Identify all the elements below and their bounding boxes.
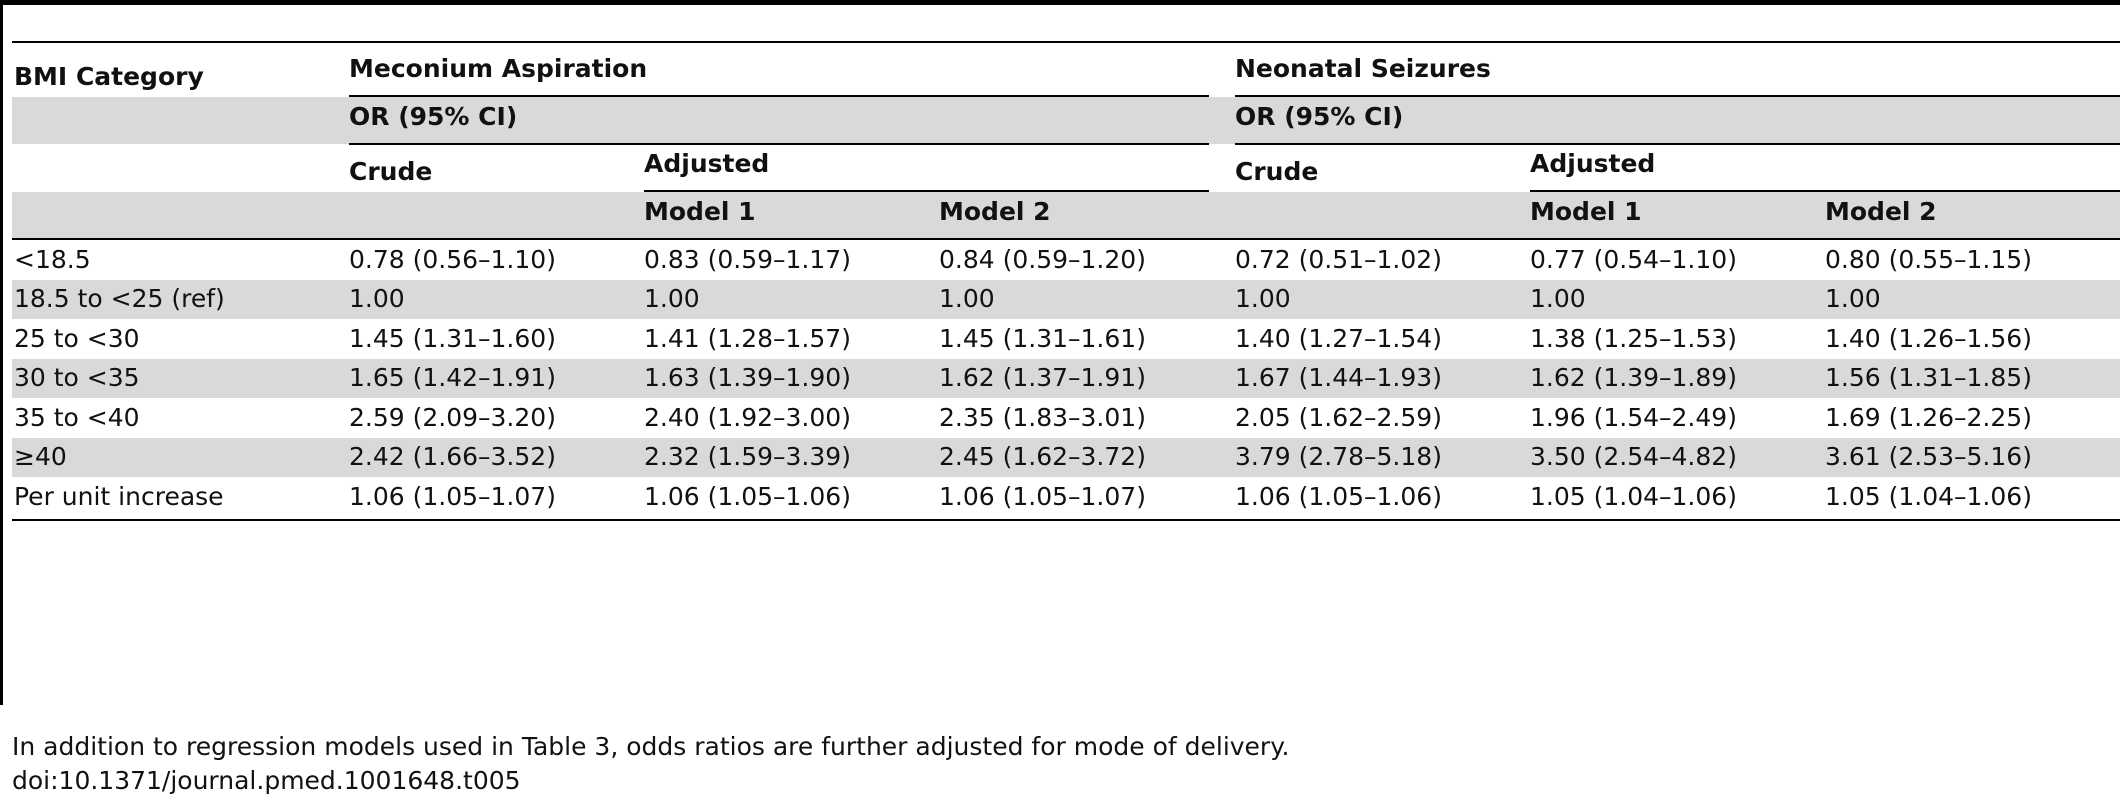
cell-mec-model2: 1.06 (1.05–1.07) — [939, 482, 1146, 511]
cell-seiz-crude: 1.06 (1.05–1.06) — [1235, 482, 1442, 511]
cell-seiz-crude: 1.00 — [1235, 284, 1291, 313]
cell-seiz-crude: 3.79 (2.78–5.18) — [1235, 442, 1442, 471]
row-category: 25 to <30 — [14, 324, 140, 353]
cell-seiz-model2: 0.80 (0.55–1.15) — [1825, 245, 2032, 274]
header-or-ci-2: OR (95% CI) — [1235, 102, 1404, 131]
cell-seiz-model2: 3.61 (2.53–5.16) — [1825, 442, 2032, 471]
row-band-2 — [12, 280, 2120, 319]
top-border — [0, 0, 2120, 5]
cell-mec-crude: 1.45 (1.31–1.60) — [349, 324, 556, 353]
rule-under-group1 — [349, 95, 1209, 97]
table-top-rule — [12, 41, 2120, 43]
cell-seiz-crude: 1.40 (1.27–1.54) — [1235, 324, 1442, 353]
cell-mec-model1: 1.00 — [644, 284, 700, 313]
header-crude-2: Crude — [1235, 157, 1319, 186]
cell-mec-model2: 1.00 — [939, 284, 995, 313]
header-bmi-category: BMI Category — [14, 62, 204, 91]
cell-seiz-model1: 1.62 (1.39–1.89) — [1530, 363, 1737, 392]
cell-seiz-model2: 1.69 (1.26–2.25) — [1825, 403, 2032, 432]
cell-seiz-model1: 0.77 (0.54–1.10) — [1530, 245, 1737, 274]
cell-mec-crude: 1.00 — [349, 284, 405, 313]
header-model2-2: Model 2 — [1825, 197, 1937, 226]
cell-seiz-model2: 1.00 — [1825, 284, 1881, 313]
header-band-or — [12, 97, 2120, 144]
row-category: 35 to <40 — [14, 403, 140, 432]
row-band-4 — [12, 359, 2120, 398]
rule-under-adjusted2 — [1530, 190, 2120, 192]
cell-mec-model2: 1.45 (1.31–1.61) — [939, 324, 1146, 353]
cell-mec-model2: 2.35 (1.83–3.01) — [939, 403, 1146, 432]
cell-mec-model1: 0.83 (0.59–1.17) — [644, 245, 851, 274]
cell-mec-crude: 2.59 (2.09–3.20) — [349, 403, 556, 432]
cell-seiz-model2: 1.40 (1.26–1.56) — [1825, 324, 2032, 353]
cell-mec-model1: 2.40 (1.92–3.00) — [644, 403, 851, 432]
header-neonatal-seizures: Neonatal Seizures — [1235, 54, 1491, 83]
cell-seiz-model1: 1.96 (1.54–2.49) — [1530, 403, 1737, 432]
cell-mec-model2: 0.84 (0.59–1.20) — [939, 245, 1146, 274]
row-category: 30 to <35 — [14, 363, 140, 392]
header-or-ci-1: OR (95% CI) — [349, 102, 518, 131]
header-adjusted-2: Adjusted — [1530, 149, 1656, 178]
row-category: <18.5 — [14, 245, 91, 274]
cell-seiz-model1: 1.00 — [1530, 284, 1586, 313]
left-border — [0, 0, 3, 705]
cell-seiz-model1: 1.38 (1.25–1.53) — [1530, 324, 1737, 353]
header-model1-2: Model 1 — [1530, 197, 1642, 226]
header-meconium-aspiration: Meconium Aspiration — [349, 54, 648, 83]
cell-seiz-crude: 2.05 (1.62–2.59) — [1235, 403, 1442, 432]
rule-under-or1 — [349, 143, 1209, 145]
header-model2-1: Model 2 — [939, 197, 1051, 226]
cell-seiz-crude: 0.72 (0.51–1.02) — [1235, 245, 1442, 274]
header-model1-1: Model 1 — [644, 197, 756, 226]
row-band-6 — [12, 438, 2120, 477]
cell-seiz-model1: 3.50 (2.54–4.82) — [1530, 442, 1737, 471]
row-category: Per unit increase — [14, 482, 224, 511]
cell-mec-crude: 1.06 (1.05–1.07) — [349, 482, 556, 511]
header-bottom-rule — [12, 238, 2120, 240]
header-band-models — [12, 192, 2120, 239]
table-footnote: In addition to regression models used in… — [12, 732, 1290, 761]
cell-seiz-model1: 1.05 (1.04–1.06) — [1530, 482, 1737, 511]
row-category: ≥40 — [14, 442, 67, 471]
cell-mec-model1: 1.41 (1.28–1.57) — [644, 324, 851, 353]
cell-mec-model1: 1.06 (1.05–1.06) — [644, 482, 851, 511]
table-bottom-rule — [12, 519, 2120, 521]
cell-seiz-model2: 1.05 (1.04–1.06) — [1825, 482, 2032, 511]
cell-mec-model2: 1.62 (1.37–1.91) — [939, 363, 1146, 392]
row-category: 18.5 to <25 (ref) — [14, 284, 225, 313]
cell-mec-model1: 2.32 (1.59–3.39) — [644, 442, 851, 471]
rule-under-or2 — [1235, 143, 2120, 145]
cell-seiz-crude: 1.67 (1.44–1.93) — [1235, 363, 1442, 392]
header-adjusted-1: Adjusted — [644, 149, 770, 178]
cell-mec-crude: 2.42 (1.66–3.52) — [349, 442, 556, 471]
rule-under-group2 — [1235, 95, 2120, 97]
cell-mec-crude: 1.65 (1.42–1.91) — [349, 363, 556, 392]
header-crude-1: Crude — [349, 157, 433, 186]
cell-mec-model2: 2.45 (1.62–3.72) — [939, 442, 1146, 471]
cell-mec-model1: 1.63 (1.39–1.90) — [644, 363, 851, 392]
doi-link[interactable]: doi:10.1371/journal.pmed.1001648.t005 — [12, 766, 521, 795]
cell-mec-crude: 0.78 (0.56–1.10) — [349, 245, 556, 274]
rule-under-adjusted1 — [644, 190, 1209, 192]
cell-seiz-model2: 1.56 (1.31–1.85) — [1825, 363, 2032, 392]
